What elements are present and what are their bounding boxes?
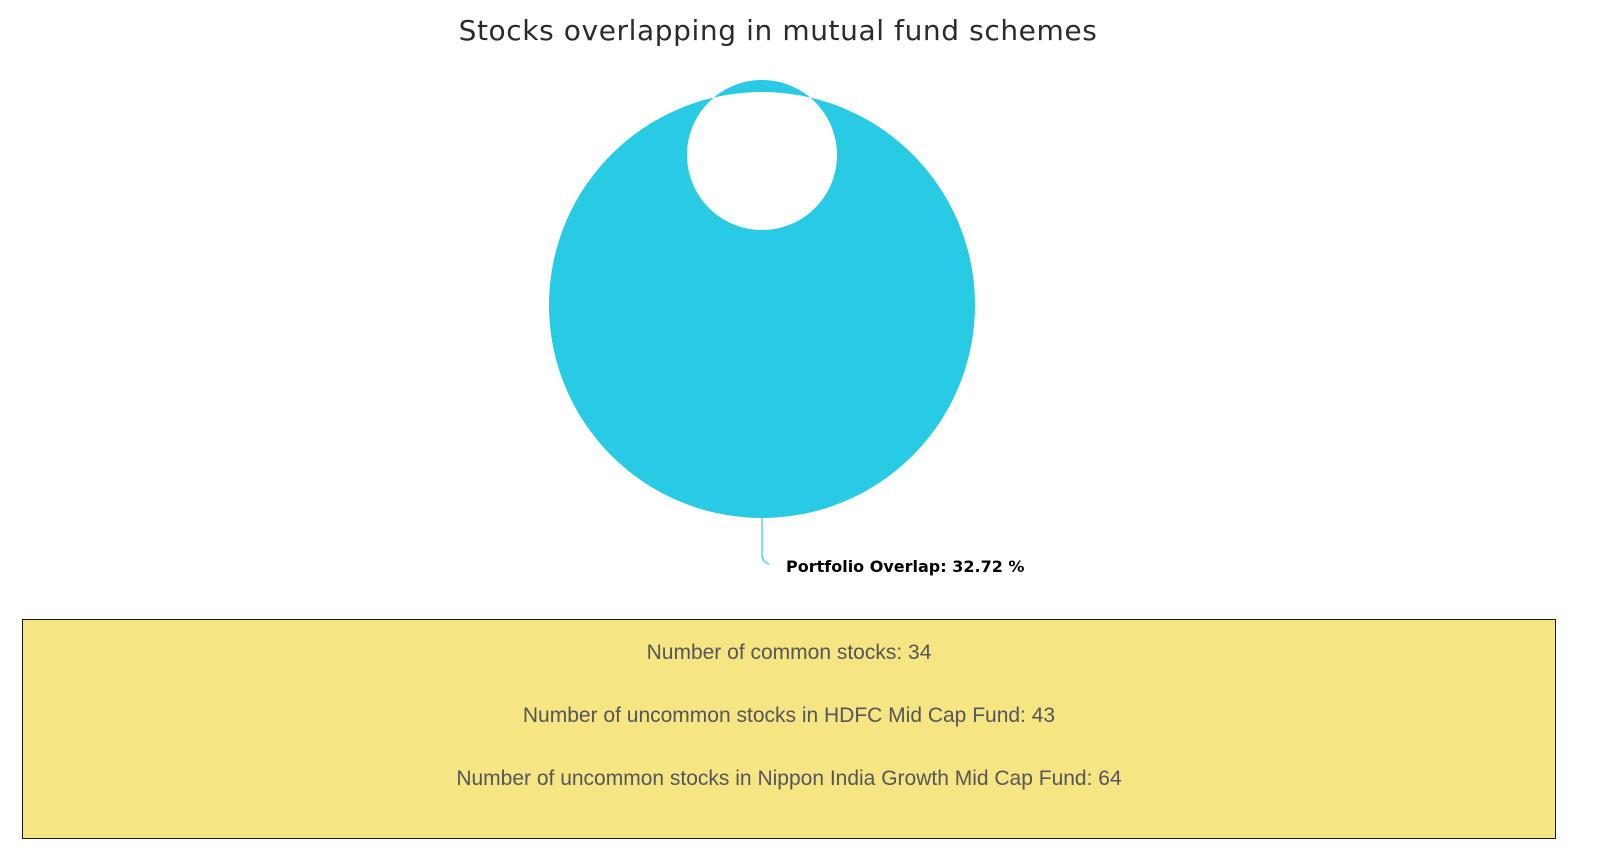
donut-slices [548,80,975,519]
uncommon-nippon-count: Number of uncommon stocks in Nippon Indi… [456,767,1122,790]
data-label-connector [761,518,770,565]
donut-slice-0 [548,80,975,519]
common-stocks-count: Number of common stocks: 34 [646,641,932,664]
slice-data-label: Portfolio Overlap: 32.72 % [786,557,1024,576]
chart-title: Stocks overlapping in mutual fund scheme… [458,14,1098,47]
uncommon-hdfc-count: Number of uncommon stocks in HDFC Mid Ca… [522,704,1056,727]
donut-chart: Portfolio Overlap: 32.72 % [548,80,1024,576]
summary-box: Number of common stocks: 34 Number of un… [22,619,1556,839]
